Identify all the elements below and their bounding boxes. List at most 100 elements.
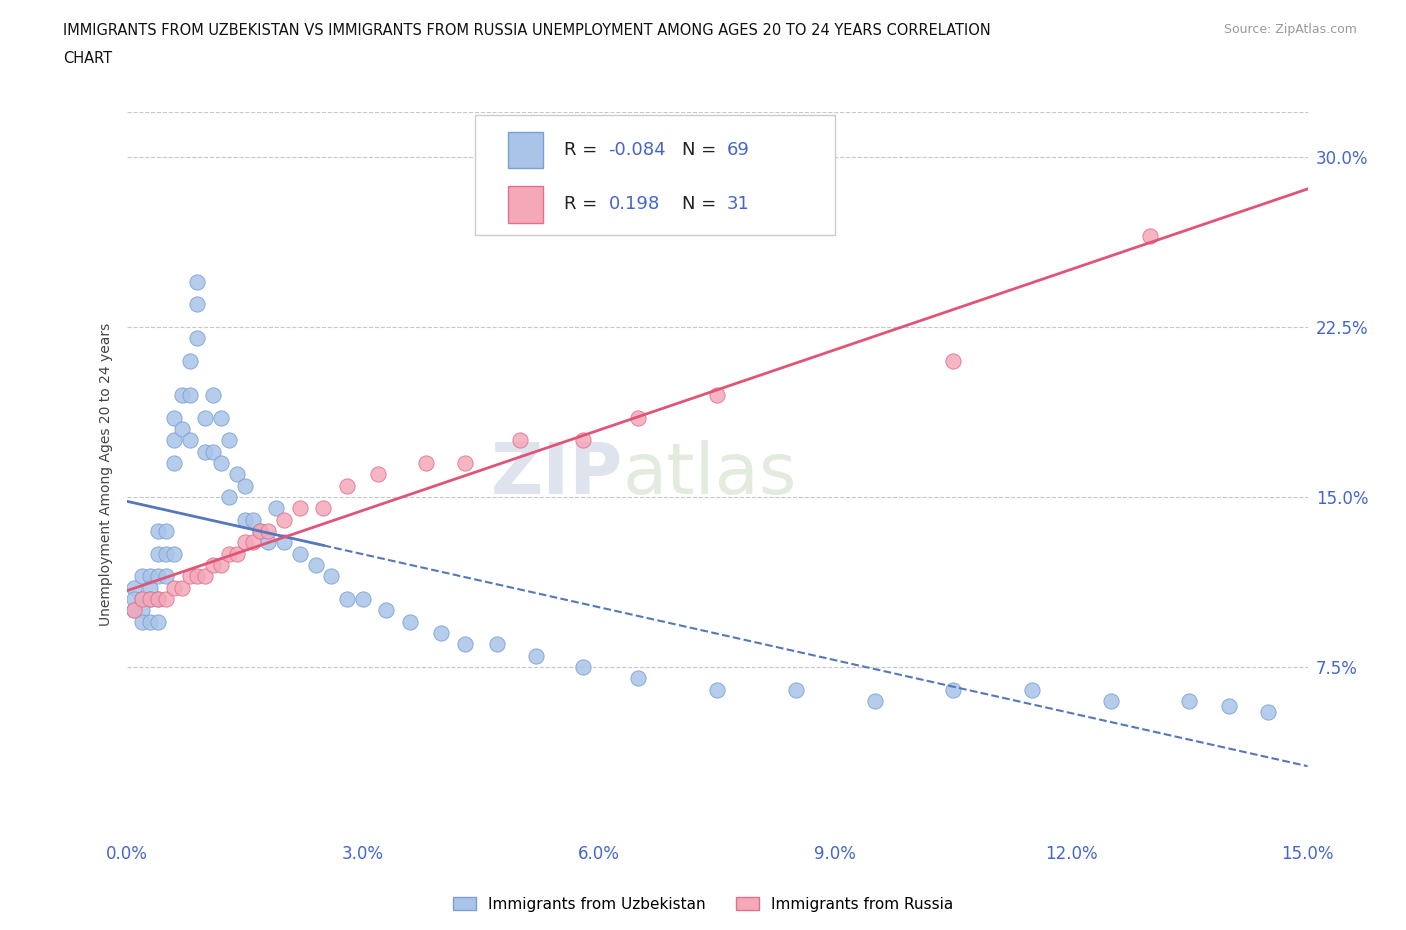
Point	[430, 626, 453, 641]
Point	[257, 524, 280, 538]
Point	[209, 410, 232, 425]
Point	[706, 388, 728, 403]
Text: 31: 31	[727, 195, 749, 214]
Text: ZIP: ZIP	[491, 440, 623, 509]
Point	[225, 467, 247, 482]
Point	[336, 591, 359, 606]
Point	[179, 388, 201, 403]
Point	[399, 614, 422, 629]
Point	[225, 546, 247, 561]
Point	[139, 591, 162, 606]
Point	[186, 274, 208, 289]
Point	[202, 388, 225, 403]
Point	[1178, 694, 1201, 709]
Point	[131, 614, 153, 629]
Point	[155, 524, 177, 538]
Point	[1099, 694, 1122, 709]
Point	[288, 546, 311, 561]
Point	[572, 432, 595, 447]
Point	[218, 489, 240, 504]
Point	[509, 432, 531, 447]
Text: 69: 69	[727, 141, 749, 159]
Point	[155, 546, 177, 561]
Point	[242, 535, 264, 550]
Point	[233, 512, 256, 527]
Point	[170, 388, 193, 403]
Point	[170, 580, 193, 595]
Y-axis label: Unemployment Among Ages 20 to 24 years: Unemployment Among Ages 20 to 24 years	[98, 323, 112, 626]
Point	[170, 421, 193, 436]
Point	[627, 671, 650, 685]
Point	[179, 353, 201, 368]
Point	[194, 569, 217, 584]
Point	[146, 569, 169, 584]
Point	[202, 558, 225, 573]
Point	[163, 580, 186, 595]
Point	[1257, 705, 1279, 720]
Point	[218, 432, 240, 447]
Point	[336, 478, 359, 493]
Point	[163, 456, 186, 471]
Point	[273, 512, 295, 527]
FancyBboxPatch shape	[475, 115, 835, 235]
Point	[202, 445, 225, 459]
Point	[186, 331, 208, 346]
Point	[146, 614, 169, 629]
Text: 0.198: 0.198	[609, 195, 659, 214]
Legend: Immigrants from Uzbekistan, Immigrants from Russia: Immigrants from Uzbekistan, Immigrants f…	[447, 890, 959, 918]
Point	[139, 614, 162, 629]
FancyBboxPatch shape	[508, 132, 544, 168]
Text: R =: R =	[564, 195, 603, 214]
FancyBboxPatch shape	[508, 186, 544, 222]
Point	[124, 591, 146, 606]
Point	[415, 456, 437, 471]
Point	[367, 467, 389, 482]
Point	[131, 591, 153, 606]
Text: -0.084: -0.084	[609, 141, 666, 159]
Point	[257, 535, 280, 550]
Point	[163, 432, 186, 447]
Text: N =: N =	[682, 195, 721, 214]
Point	[273, 535, 295, 550]
Point	[186, 297, 208, 312]
Point	[706, 683, 728, 698]
Point	[288, 501, 311, 516]
Point	[572, 659, 595, 674]
Point	[163, 410, 186, 425]
Point	[485, 637, 508, 652]
Text: R =: R =	[564, 141, 603, 159]
Point	[124, 603, 146, 618]
Point	[249, 524, 271, 538]
Point	[139, 569, 162, 584]
Point	[218, 546, 240, 561]
Point	[179, 432, 201, 447]
Point	[155, 569, 177, 584]
Point	[233, 478, 256, 493]
Point	[233, 535, 256, 550]
Point	[124, 603, 146, 618]
Point	[194, 410, 217, 425]
Point	[179, 569, 201, 584]
Point	[1139, 229, 1161, 244]
Point	[1021, 683, 1043, 698]
Point	[155, 591, 177, 606]
Point	[524, 648, 547, 663]
Point	[863, 694, 886, 709]
Point	[146, 546, 169, 561]
Text: CHART: CHART	[63, 51, 112, 66]
Point	[249, 524, 271, 538]
Point	[186, 569, 208, 584]
Point	[942, 683, 965, 698]
Point	[124, 580, 146, 595]
Point	[131, 603, 153, 618]
Point	[304, 558, 326, 573]
Point	[163, 546, 186, 561]
Point	[1218, 698, 1240, 713]
Point	[264, 501, 287, 516]
Point	[146, 591, 169, 606]
Point	[454, 456, 477, 471]
Text: Source: ZipAtlas.com: Source: ZipAtlas.com	[1223, 23, 1357, 36]
Point	[146, 524, 169, 538]
Point	[785, 683, 807, 698]
Point	[209, 558, 232, 573]
